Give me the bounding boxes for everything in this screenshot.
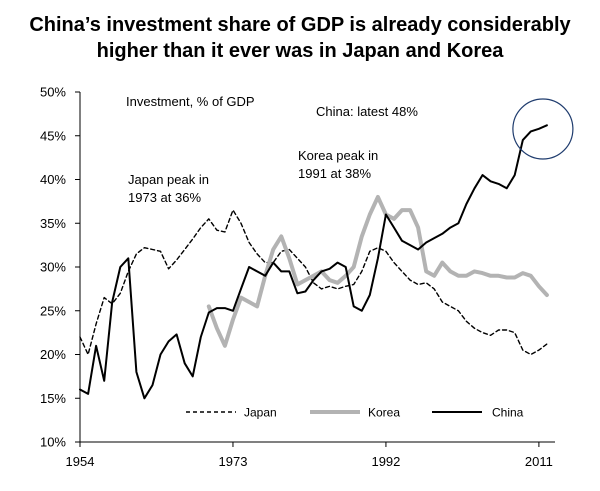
legend: Japan Korea China xyxy=(186,406,524,420)
chart-title-line-1: China’s investment share of GDP is alrea… xyxy=(29,14,571,36)
legend-label: Korea xyxy=(368,406,400,420)
y-tick-label: 40% xyxy=(40,172,66,187)
y-tick-label: 15% xyxy=(40,391,66,406)
series-line-japan xyxy=(79,209,548,356)
annotation-korea-peak-line-2: 1991 at 38% xyxy=(298,166,371,181)
series-line-korea xyxy=(206,195,549,348)
x-tick-label: 1992 xyxy=(371,454,400,469)
annotation-china-latest: China: latest 48% xyxy=(316,104,418,119)
annotation-japan-peak-line-1: Japan peak in xyxy=(128,172,209,187)
x-tick-label: 2011 xyxy=(525,454,553,469)
y-tick-label: 50% xyxy=(40,85,66,100)
y-tick-label: 10% xyxy=(40,435,66,450)
y-tick-label: 30% xyxy=(40,260,66,275)
x-tick-label: 1973 xyxy=(219,454,248,469)
y-axis-label: Investment, % of GDP xyxy=(126,94,255,109)
legend-item-japan: Japan xyxy=(186,406,277,420)
x-tick-label: 1954 xyxy=(66,454,95,469)
legend-item-korea: Korea xyxy=(310,406,400,420)
chart-title: China’s investment share of GDP is alrea… xyxy=(0,12,600,64)
chart-title-line-2: higher than it ever was in Japan and Kor… xyxy=(96,40,504,62)
series-line-china xyxy=(79,124,548,400)
y-tick-label: 20% xyxy=(40,347,66,362)
legend-label: China xyxy=(492,406,524,420)
axes: 10% 15% 20% 25% 30% 35% 40% 45% 50% 1954 1973 1992 2… xyxy=(40,85,555,469)
series-layer xyxy=(79,124,549,400)
latest-value-highlight-circle xyxy=(512,98,574,160)
y-tick-label: 25% xyxy=(40,303,66,318)
y-tick-label: 45% xyxy=(40,128,66,143)
annotation-korea-peak: Korea peak in 1991 at 38% xyxy=(298,148,382,181)
legend-label: Japan xyxy=(244,406,277,420)
annotation-japan-peak: Japan peak in 1973 at 36% xyxy=(128,172,213,205)
annotation-japan-peak-line-2: 1973 at 36% xyxy=(128,190,201,205)
annotation-korea-peak-line-1: Korea peak in xyxy=(298,148,378,163)
y-tick-label: 35% xyxy=(40,216,66,231)
legend-item-china: China xyxy=(432,406,524,420)
